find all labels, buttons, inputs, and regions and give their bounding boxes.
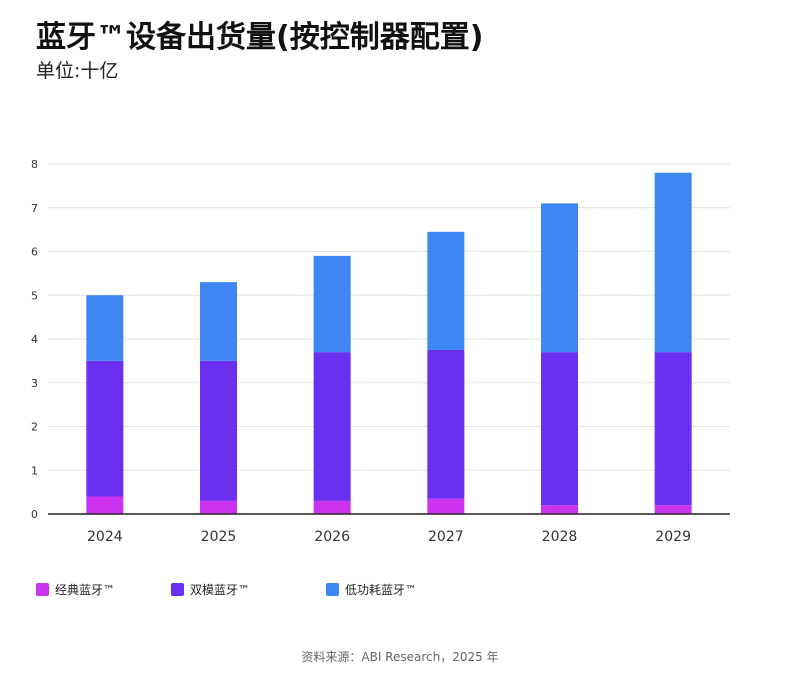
y-tick-label: 8 (31, 158, 38, 171)
bar-classic-2026 (313, 500, 351, 514)
bar-classic-2028 (541, 505, 578, 514)
bar-le-2027 (427, 231, 465, 350)
y-tick-label: 7 (31, 202, 38, 215)
legend-swatch-dual (171, 583, 184, 596)
bar-le-2028 (541, 203, 578, 353)
bar-dual-2027 (427, 349, 465, 499)
legend-label-le: 低功耗蓝牙™ (345, 583, 418, 597)
bar-classic-2024 (86, 496, 124, 514)
y-tick-label: 2 (31, 421, 38, 434)
bar-dual-2028 (541, 352, 578, 506)
bar-le-2029 (654, 172, 692, 353)
x-tick-label: 2025 (201, 529, 237, 545)
legend-swatch-classic (36, 583, 49, 596)
bar-dual-2024 (86, 360, 124, 497)
source-note: 资料来源：ABI Research，2025 年 (301, 650, 499, 664)
y-tick-label: 1 (31, 464, 38, 477)
legend-item-dual: 双模蓝牙™ (171, 581, 250, 598)
x-tick-label: 2028 (542, 529, 578, 545)
y-tick-label: 0 (31, 508, 38, 521)
bar-le-2024 (86, 295, 124, 361)
legend-item-le: 低功耗蓝牙™ (326, 581, 417, 598)
y-tick-label: 4 (31, 333, 38, 346)
x-tick-label: 2026 (314, 529, 350, 545)
bar-dual-2029 (654, 352, 692, 506)
y-tick-label: 5 (31, 289, 38, 302)
bar-le-2026 (313, 255, 351, 353)
chart-subtitle: 单位:十亿 (36, 60, 119, 82)
legend-swatch-le (326, 583, 339, 596)
chart-legend: 经典蓝牙™ 双模蓝牙™ 低功耗蓝牙™ (36, 581, 736, 601)
y-tick-label: 3 (31, 377, 38, 390)
legend-item-classic: 经典蓝牙™ (36, 581, 115, 598)
bar-le-2025 (200, 282, 237, 361)
legend-label-dual: 双模蓝牙™ (190, 583, 251, 597)
y-tick-label: 6 (31, 246, 38, 259)
legend-label-classic: 经典蓝牙™ (55, 583, 116, 597)
bar-classic-2029 (654, 505, 692, 514)
x-tick-label: 2027 (428, 529, 464, 545)
bar-dual-2026 (313, 352, 351, 501)
bar-dual-2025 (200, 360, 237, 501)
x-tick-label: 2024 (87, 529, 123, 545)
bar-classic-2025 (200, 500, 237, 514)
bar-classic-2027 (427, 498, 465, 514)
x-tick-label: 2029 (655, 529, 691, 545)
chart-title: 蓝牙™设备出货量(按控制器配置) (36, 20, 484, 55)
